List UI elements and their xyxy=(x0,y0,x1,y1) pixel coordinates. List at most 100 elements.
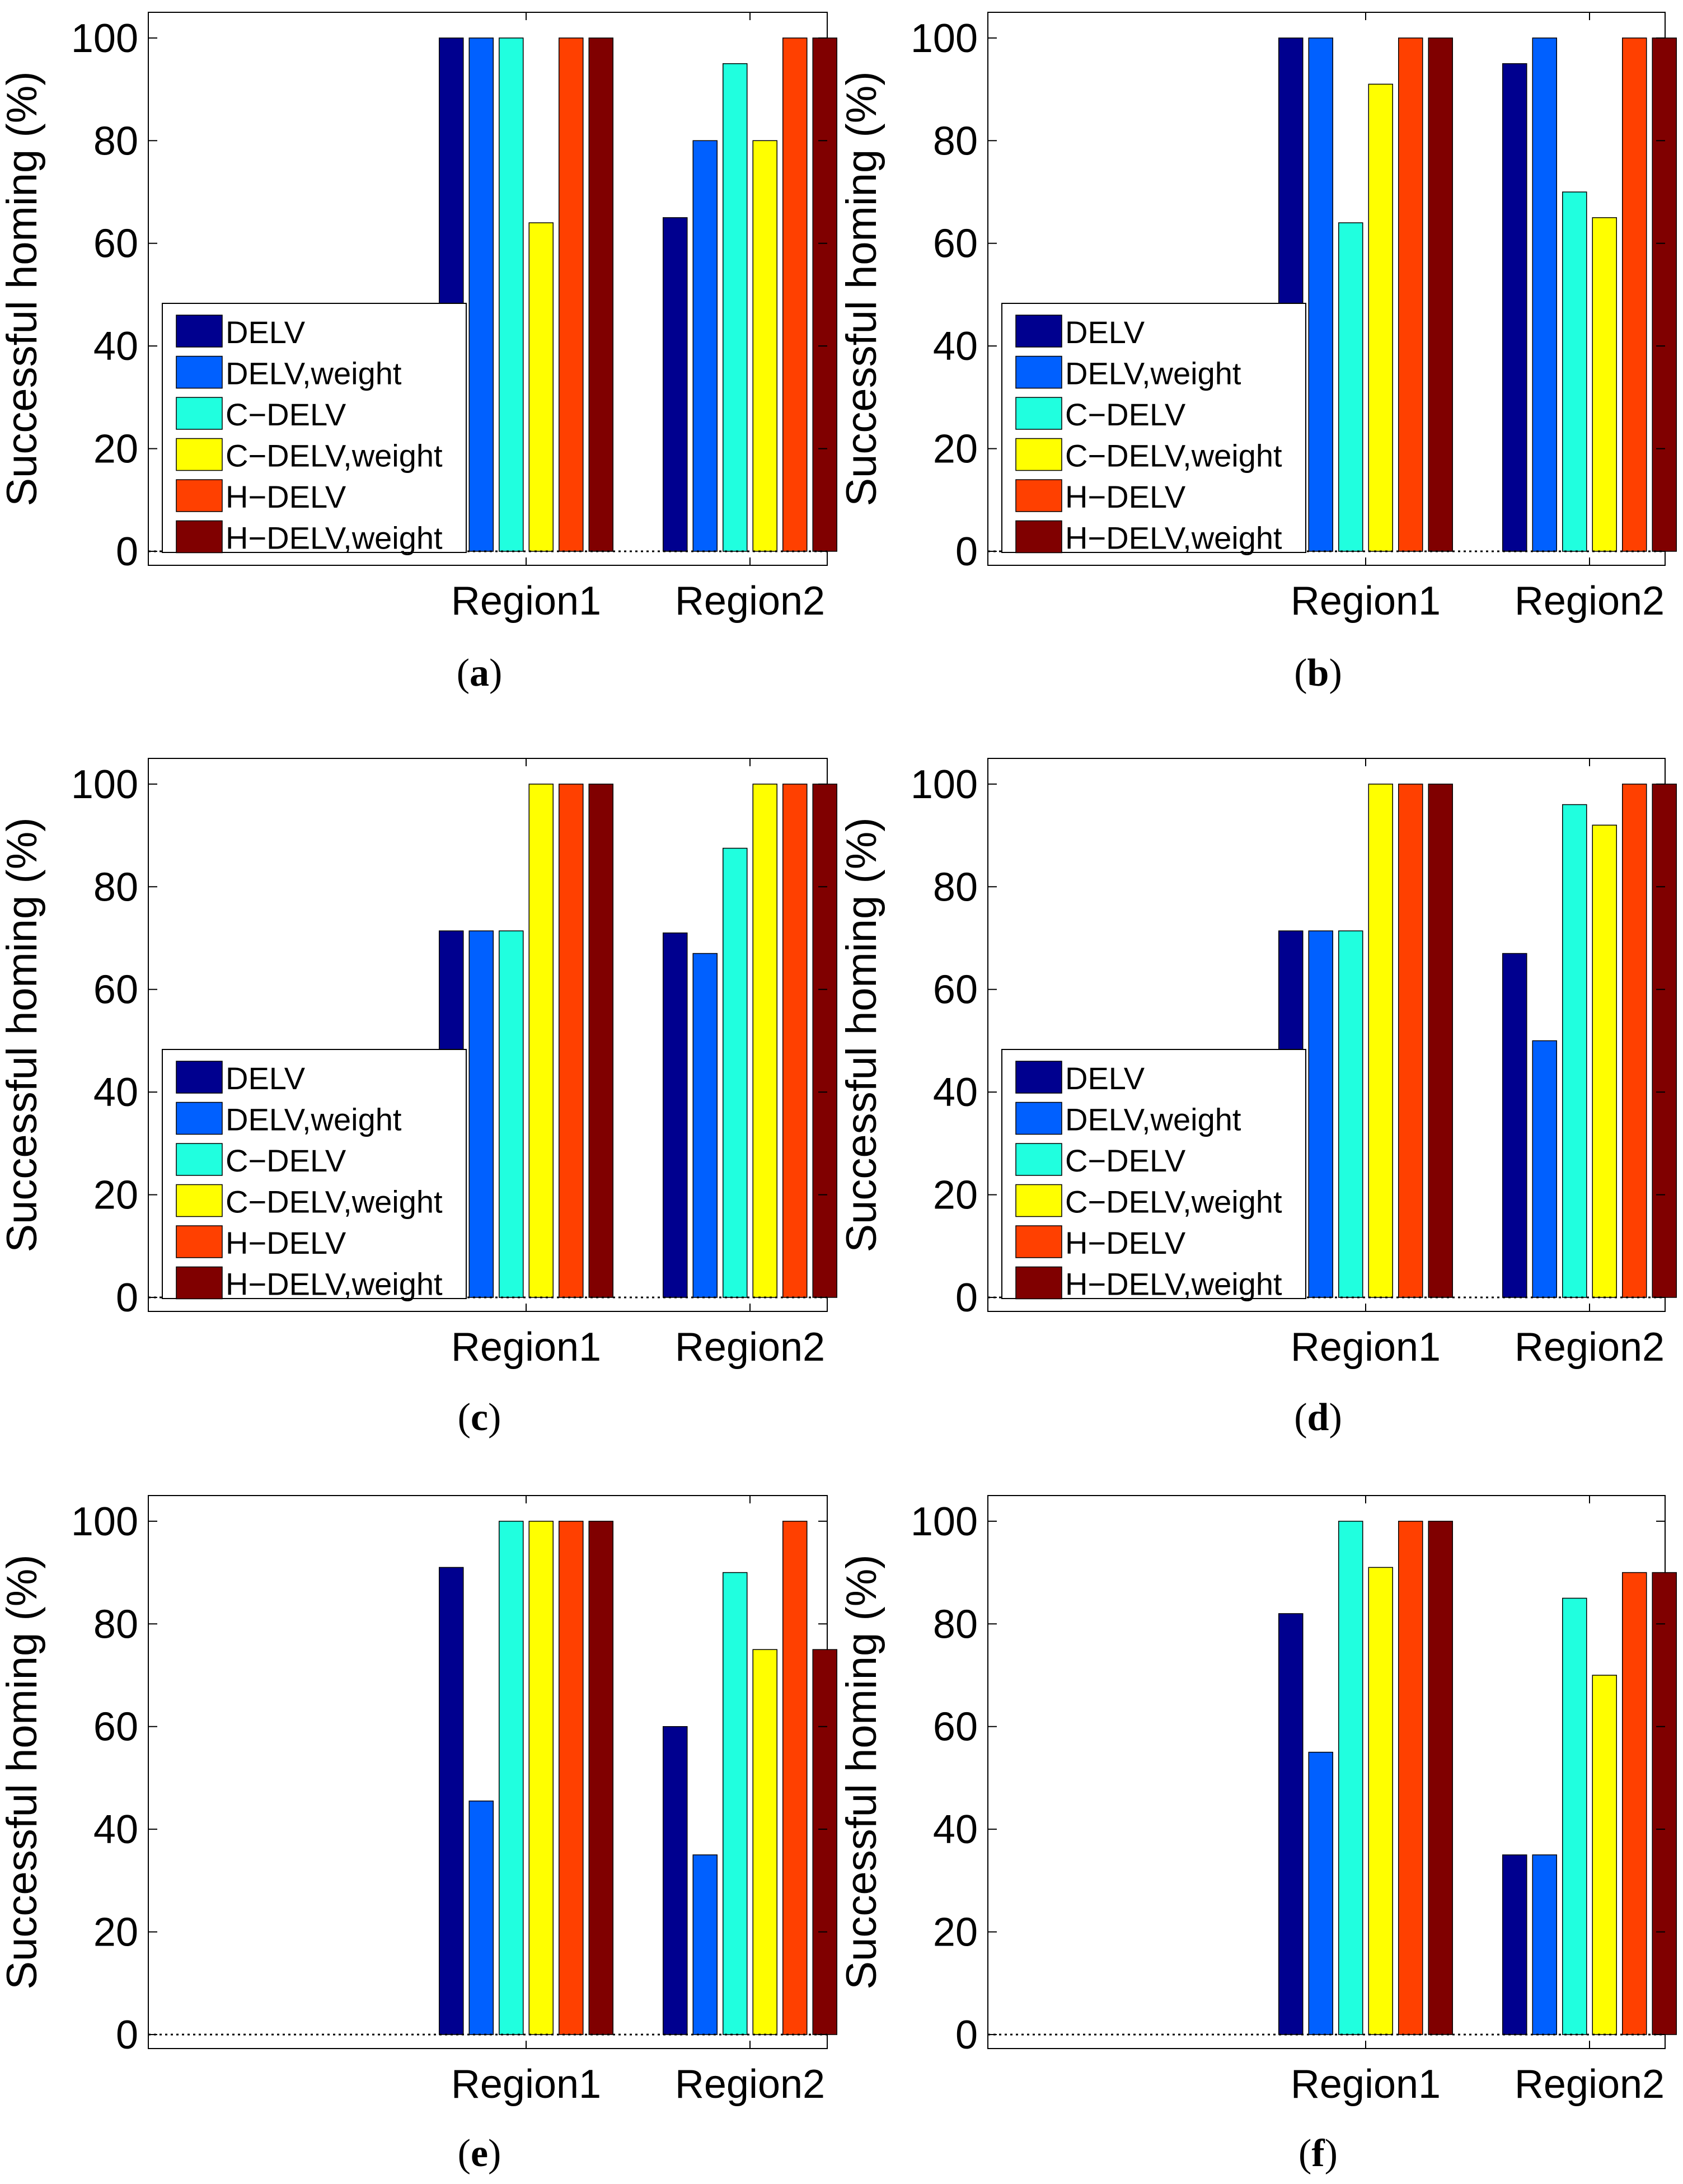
bar xyxy=(1308,38,1333,552)
legend-label: H−DELV,weight xyxy=(1065,1267,1282,1302)
panel-f: Region1 Region2 0 20 40 60 80 100 Successful hom… xyxy=(838,1495,1677,2175)
y-tick-label: 100 xyxy=(911,16,978,61)
bar xyxy=(1428,1521,1453,2035)
y-tick-label: 100 xyxy=(71,16,138,61)
legend-label: DELV xyxy=(226,315,306,350)
y-tick-label: 80 xyxy=(93,119,138,163)
bar xyxy=(499,38,524,552)
bar xyxy=(1502,953,1527,1298)
bar xyxy=(1398,38,1423,552)
y-tick-label: 100 xyxy=(911,762,978,807)
legend-label: DELV,weight xyxy=(226,356,402,391)
bar xyxy=(439,1567,464,2035)
y-tick-label: 40 xyxy=(933,1807,978,1852)
bar xyxy=(1398,784,1423,1298)
bar xyxy=(723,63,748,552)
legend-swatch xyxy=(176,520,223,554)
legend-label: H−DELV xyxy=(1065,1225,1186,1260)
x-tick-label: Region1 xyxy=(1291,2062,1441,2107)
panel-d: Region1 Region2 0 20 40 60 80 100 Successful hom… xyxy=(838,758,1677,1439)
x-tick-label: Region2 xyxy=(675,2062,825,2107)
y-tick-label: 100 xyxy=(911,1499,978,1544)
y-axis-label: Successful homing (%) xyxy=(838,817,885,1252)
y-tick-label: 0 xyxy=(116,1276,138,1320)
bar xyxy=(499,1521,524,2035)
y-tick-label: 80 xyxy=(93,865,138,910)
y-tick-label: 0 xyxy=(955,1276,978,1320)
panel-label: (b) xyxy=(1294,652,1342,695)
bar xyxy=(588,784,613,1298)
x-tick-label: Region2 xyxy=(1515,579,1665,624)
panel-a: Region1 Region2 0 20 40 60 80 100 Successful hom… xyxy=(0,12,837,695)
bar xyxy=(1308,1751,1333,2035)
legend-label: DELV,weight xyxy=(226,1102,402,1137)
y-axis-label: Successful homing (%) xyxy=(0,817,46,1252)
y-tick-label: 80 xyxy=(933,1602,978,1647)
legend-swatch xyxy=(1015,1102,1062,1135)
bar xyxy=(528,1521,554,2035)
bar xyxy=(1338,1521,1363,2035)
y-tick-label: 60 xyxy=(93,222,138,266)
y-axis-label: Successful homing (%) xyxy=(838,71,885,506)
panel-label: (e) xyxy=(458,2132,501,2175)
bar xyxy=(1278,1613,1304,2035)
panel-label: (f) xyxy=(1298,2132,1338,2175)
legend-swatch xyxy=(1015,438,1062,471)
legend-label: C−DELV xyxy=(226,397,346,432)
bar xyxy=(1562,1597,1587,2035)
x-tick-label: Region1 xyxy=(1291,1325,1441,1370)
legend-label: C−DELV xyxy=(1065,397,1186,432)
panel-c: Region1 Region2 0 20 40 60 80 100 Successful hom… xyxy=(0,758,837,1439)
bar xyxy=(812,38,837,552)
bar xyxy=(692,140,718,552)
bar xyxy=(1592,824,1617,1298)
y-axis-label: Successful homing (%) xyxy=(838,1554,885,1989)
legend-label: C−DELV,weight xyxy=(1065,1184,1282,1220)
y-tick-label: 0 xyxy=(955,2013,978,2058)
bar xyxy=(723,847,748,1298)
y-axis-label: Successful homing (%) xyxy=(0,71,46,506)
bar xyxy=(692,1854,718,2035)
y-tick-label: 0 xyxy=(955,529,978,574)
x-tick-label: Region2 xyxy=(675,1325,825,1370)
legend-label: DELV xyxy=(1065,1061,1145,1096)
legend-swatch xyxy=(1015,1143,1062,1176)
y-tick-label: 60 xyxy=(933,1705,978,1750)
panel-label: (a) xyxy=(457,652,503,695)
x-tick-label: Region2 xyxy=(1515,2062,1665,2107)
y-tick-label: 20 xyxy=(933,427,978,472)
x-tick-label: Region1 xyxy=(451,579,601,624)
y-tick-label: 40 xyxy=(93,1807,138,1852)
bar xyxy=(1622,784,1647,1298)
legend-swatch xyxy=(176,438,223,471)
legend-label: C−DELV,weight xyxy=(226,1184,443,1220)
legend-swatch xyxy=(1015,355,1062,389)
bar xyxy=(1308,930,1333,1298)
legend-swatch xyxy=(176,1266,223,1300)
bar xyxy=(1622,1572,1647,2035)
legend-label: H−DELV,weight xyxy=(1065,521,1282,556)
y-axis-label: Successful homing (%) xyxy=(0,1554,46,1989)
y-tick-label: 40 xyxy=(933,324,978,369)
legend-swatch xyxy=(1015,1266,1062,1300)
bar xyxy=(468,38,494,552)
bar xyxy=(468,1800,494,2035)
legend-swatch xyxy=(1015,315,1062,348)
legend-swatch xyxy=(1015,1061,1062,1094)
x-tick-label: Region1 xyxy=(451,1325,601,1370)
panel-label: (c) xyxy=(458,1396,501,1439)
bar xyxy=(752,140,777,552)
bar xyxy=(752,1649,777,2035)
y-tick-label: 20 xyxy=(93,427,138,472)
y-tick-label: 60 xyxy=(933,222,978,266)
bar xyxy=(752,784,777,1298)
bar xyxy=(1368,784,1393,1298)
legend-swatch xyxy=(176,1225,223,1258)
y-tick-label: 100 xyxy=(71,1499,138,1544)
y-tick-label: 60 xyxy=(93,1705,138,1750)
y-tick-label: 60 xyxy=(93,968,138,1013)
x-tick-label: Region2 xyxy=(1515,1325,1665,1370)
bar xyxy=(1428,784,1453,1298)
legend: DELV DELV,weight C−DELV C−DELV,weight H−DELV… xyxy=(1001,303,1306,556)
legend: DELV DELV,weight C−DELV C−DELV,weight H−DELV… xyxy=(1001,1049,1306,1302)
